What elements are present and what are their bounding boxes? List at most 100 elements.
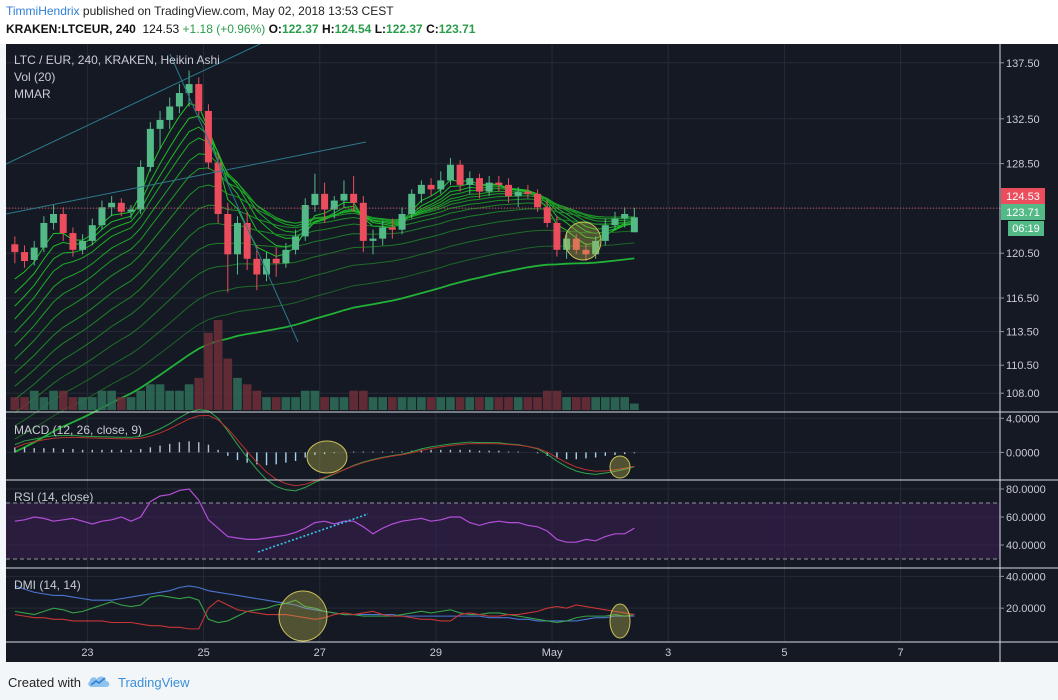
author-link[interactable]: TimmiHendrix bbox=[6, 4, 80, 18]
y-tick-label: 40.0000 bbox=[1006, 571, 1046, 583]
volume-bar bbox=[591, 397, 600, 410]
x-tick-label: 25 bbox=[197, 647, 209, 659]
highlight-circle bbox=[278, 590, 328, 642]
publish-header: TimmiHendrix published on TradingView.co… bbox=[0, 0, 1058, 44]
candles bbox=[6, 70, 1000, 293]
volume-bar bbox=[271, 397, 281, 410]
candle-body bbox=[456, 164, 464, 185]
candle-body bbox=[446, 164, 454, 181]
volume-bar bbox=[233, 377, 242, 410]
dmi-series-line bbox=[14, 599, 635, 630]
candle-body bbox=[611, 218, 619, 226]
volume-bar bbox=[523, 397, 533, 410]
volume-bar bbox=[49, 390, 58, 410]
candle-body bbox=[398, 214, 406, 230]
volume-bar bbox=[126, 397, 136, 410]
candle-body bbox=[301, 205, 309, 237]
candle-body bbox=[214, 162, 222, 214]
candle-body bbox=[69, 233, 77, 250]
y-tick-label: 132.50 bbox=[1006, 114, 1040, 126]
countdown-tag bbox=[1008, 221, 1044, 236]
volume-bar bbox=[116, 397, 126, 410]
price-legend-volume[interactable]: Vol (20) bbox=[14, 70, 55, 84]
volume-bar bbox=[630, 403, 639, 410]
rsi-trendline bbox=[257, 513, 369, 553]
volume-bar bbox=[494, 397, 504, 410]
low-value: 122.37 bbox=[386, 22, 423, 36]
candle-body bbox=[156, 119, 164, 129]
volume-bar bbox=[455, 397, 465, 410]
mmar-line bbox=[14, 202, 635, 387]
volume-bar bbox=[571, 397, 581, 410]
volume-bar bbox=[620, 397, 630, 410]
volume-bar bbox=[136, 390, 146, 410]
candle-body bbox=[127, 209, 135, 212]
x-tick-label: 3 bbox=[665, 647, 671, 659]
y-tick-label: 110.50 bbox=[1006, 360, 1039, 372]
volume-bar bbox=[407, 397, 417, 410]
created-with-text: Created with bbox=[8, 675, 81, 690]
candle-body bbox=[11, 244, 19, 253]
volume-bar bbox=[349, 390, 358, 410]
y-tick-label: 137.50 bbox=[1006, 58, 1040, 70]
candle-body bbox=[572, 238, 580, 250]
trendline bbox=[169, 53, 299, 343]
chart-area[interactable]: 137.50132.50128.50124.50120.50116.50113.… bbox=[0, 43, 1058, 664]
volume-bar bbox=[87, 397, 97, 410]
candle-body bbox=[292, 236, 300, 250]
price-change: +1.18 (+0.96%) bbox=[182, 22, 266, 36]
macd-signal-line bbox=[14, 414, 635, 487]
close-value: 123.71 bbox=[438, 22, 476, 36]
volume-bar bbox=[513, 397, 523, 410]
volume-bar bbox=[291, 397, 300, 410]
x-tick-label: 29 bbox=[430, 647, 442, 659]
candle-body bbox=[505, 184, 513, 197]
volume-bar bbox=[155, 384, 165, 410]
candle-body bbox=[514, 191, 522, 197]
rsi-band bbox=[6, 503, 1000, 559]
candle-body bbox=[601, 225, 609, 241]
chart-svg[interactable]: 137.50132.50128.50124.50120.50116.50113.… bbox=[0, 43, 1058, 664]
volume-bar bbox=[165, 390, 175, 410]
trendline bbox=[5, 43, 261, 165]
high-label: H: bbox=[321, 22, 335, 36]
x-tick-label: 27 bbox=[314, 647, 326, 659]
candle-body bbox=[350, 193, 358, 203]
x-tick-label: 23 bbox=[81, 647, 93, 659]
candle-body bbox=[21, 252, 29, 262]
mmar-line bbox=[14, 242, 635, 440]
candle-body bbox=[282, 249, 290, 264]
open-label: O: bbox=[268, 22, 282, 36]
volume-bar bbox=[300, 390, 310, 410]
macd-legend[interactable]: MACD (12, 26, close, 9) bbox=[14, 423, 142, 437]
candle-body bbox=[524, 191, 532, 194]
candle-body bbox=[175, 93, 183, 107]
volume-bar bbox=[10, 397, 20, 410]
volume-bar bbox=[310, 390, 320, 410]
candle-body bbox=[195, 84, 203, 111]
volume-bar bbox=[465, 397, 475, 410]
volume-bar bbox=[339, 397, 349, 410]
volume-bar bbox=[552, 390, 562, 410]
rsi-legend[interactable]: RSI (14, close) bbox=[14, 490, 93, 504]
tradingview-brand-link[interactable]: TradingView bbox=[118, 675, 190, 690]
y-tick-label: 128.50 bbox=[1006, 159, 1040, 171]
candle-body bbox=[630, 217, 638, 233]
price-legend-mmar[interactable]: MMAR bbox=[14, 87, 51, 101]
candle-body bbox=[79, 240, 87, 250]
candle-body bbox=[59, 214, 67, 234]
highlight-circle bbox=[306, 440, 348, 474]
symbol-quote: KRAKEN:LTCEUR, 240 124.53 +1.18 (+0.96%)… bbox=[6, 22, 475, 36]
rsi-polyline bbox=[14, 488, 635, 543]
price-legend-symbol[interactable]: LTC / EUR, 240, KRAKEN, Heikin Ashi bbox=[14, 53, 220, 67]
volume-bar bbox=[78, 397, 87, 410]
tradingview-cloud-icon[interactable] bbox=[86, 671, 112, 691]
x-tick-label: 7 bbox=[897, 647, 903, 659]
dmi-legend[interactable]: DMI (14, 14) bbox=[14, 578, 81, 592]
close-price-tag bbox=[1001, 204, 1045, 220]
volume-bar bbox=[97, 390, 107, 410]
volume-bar bbox=[281, 397, 291, 410]
volume-bar bbox=[475, 397, 484, 410]
candle-body bbox=[485, 182, 493, 192]
volume-bar bbox=[388, 397, 397, 410]
